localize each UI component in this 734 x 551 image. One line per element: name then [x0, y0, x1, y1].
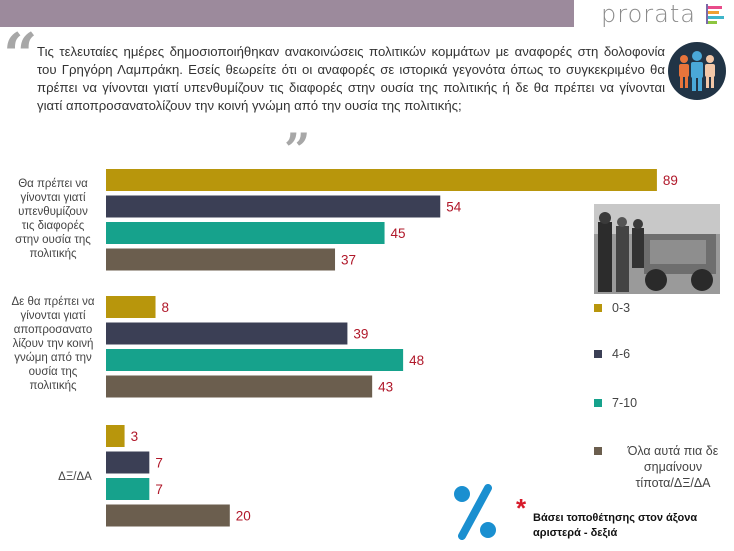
- bar-value-s0-c1: 8: [162, 300, 170, 315]
- category-label-2: ΔΞ/ΔΑ: [25, 470, 125, 484]
- legend-label-multiline: Όλα αυτά πια δε σημαίνουν τίποτα/ΔΞ/ΔΑ: [608, 443, 734, 491]
- bar-s1-c1: [106, 322, 348, 345]
- bar-value-s1-c1: 39: [353, 327, 368, 342]
- footnote-line: Βάσει τοποθέτησης στον άξονα: [533, 512, 698, 524]
- quote-open-icon: “: [3, 21, 38, 91]
- legend-line: Όλα αυτά πια δε: [627, 444, 719, 458]
- category-label-line: Θα πρέπει να: [18, 178, 88, 190]
- people-icon: [668, 42, 726, 100]
- asterisk-icon: *: [516, 493, 527, 523]
- bar-value-s3-c1: 43: [378, 380, 393, 395]
- category-label-line: γίνονται γιατί: [20, 310, 86, 322]
- legend-label: 0-3: [612, 301, 631, 315]
- legend-swatch: [594, 304, 602, 312]
- bar-value-s3-c2: 20: [236, 509, 251, 524]
- footnote: Βάσει τοποθέτησης στον άξονα αριστερά - …: [533, 511, 697, 541]
- bar-s1-c0: [106, 195, 441, 218]
- bar-value-s3-c0: 37: [341, 253, 356, 268]
- legend-line: σημαίνουν: [643, 460, 703, 474]
- category-label-line: ΔΞ/ΔΑ: [58, 471, 92, 483]
- category-label-line: γνώμη από την: [14, 352, 92, 364]
- survey-question: Τις τελευταίες ημέρες δημοσιοποιήθηκαν α…: [37, 44, 665, 113]
- category-label-1: Δε θα πρέπει να γίνονται γιατί αποπροσανατ…: [3, 295, 103, 393]
- bar-value-s0-c0: 89: [663, 173, 678, 188]
- bar-value-s2-c2: 7: [155, 482, 163, 497]
- category-label-line: ουσία της: [28, 366, 78, 378]
- bar-s2-c2: [106, 478, 150, 500]
- footnote-line: αριστερά - δεξιά: [533, 527, 618, 539]
- category-label-line: Δε θα πρέπει να: [11, 296, 95, 308]
- category-label-line: στην ουσία της: [15, 234, 91, 246]
- bar-s1-c2: [106, 451, 150, 474]
- quote-close-icon: ”: [284, 123, 311, 177]
- category-label-line: πολιτικής: [29, 248, 77, 260]
- category-label-line: αποπροσανατο: [13, 324, 93, 336]
- bar-s3-c2: [106, 504, 230, 527]
- legend-line: τίποτα/ΔΞ/ΔΑ: [635, 476, 711, 490]
- bar-s2-c1: [106, 349, 404, 371]
- category-label-line: υπενθυμίζουν: [18, 206, 88, 218]
- bar-value-s0-c2: 3: [131, 429, 139, 444]
- brand-mark-icon: [706, 4, 728, 24]
- bar-s3-c1: [106, 375, 373, 398]
- legend-swatch: [594, 399, 602, 407]
- legend-label: 4-6: [612, 347, 631, 361]
- bar-s0-c1: [106, 296, 156, 318]
- percent-icon: [452, 484, 498, 540]
- legend-label: 7-10: [612, 396, 638, 410]
- category-label-0: Θα πρέπει να γίνονται γιατί υπενθυμίζουν τι…: [3, 177, 103, 261]
- bar-s3-c0: [106, 248, 336, 271]
- bar-value-s2-c1: 48: [409, 353, 424, 368]
- legend-swatch: [594, 350, 602, 358]
- bar-s2-c0: [106, 222, 385, 244]
- legend-swatch: [594, 447, 602, 455]
- bar-value-s2-c0: 45: [391, 226, 406, 241]
- brand-logo: prorata: [574, 0, 734, 29]
- brand-name: prorata: [601, 0, 696, 28]
- bar-s0-c2: [106, 425, 125, 447]
- bar-value-s1-c0: 54: [446, 200, 462, 215]
- bar-value-s1-c2: 7: [155, 456, 163, 471]
- category-label-line: τις διαφορές: [21, 220, 85, 232]
- category-label-line: γίνονται γιατί: [20, 192, 86, 204]
- category-label-line: λίζουν την κοινή: [12, 338, 94, 350]
- bar-s0-c0: [106, 169, 657, 191]
- historical-photo: [594, 204, 720, 294]
- category-label-line: πολιτικής: [29, 380, 77, 392]
